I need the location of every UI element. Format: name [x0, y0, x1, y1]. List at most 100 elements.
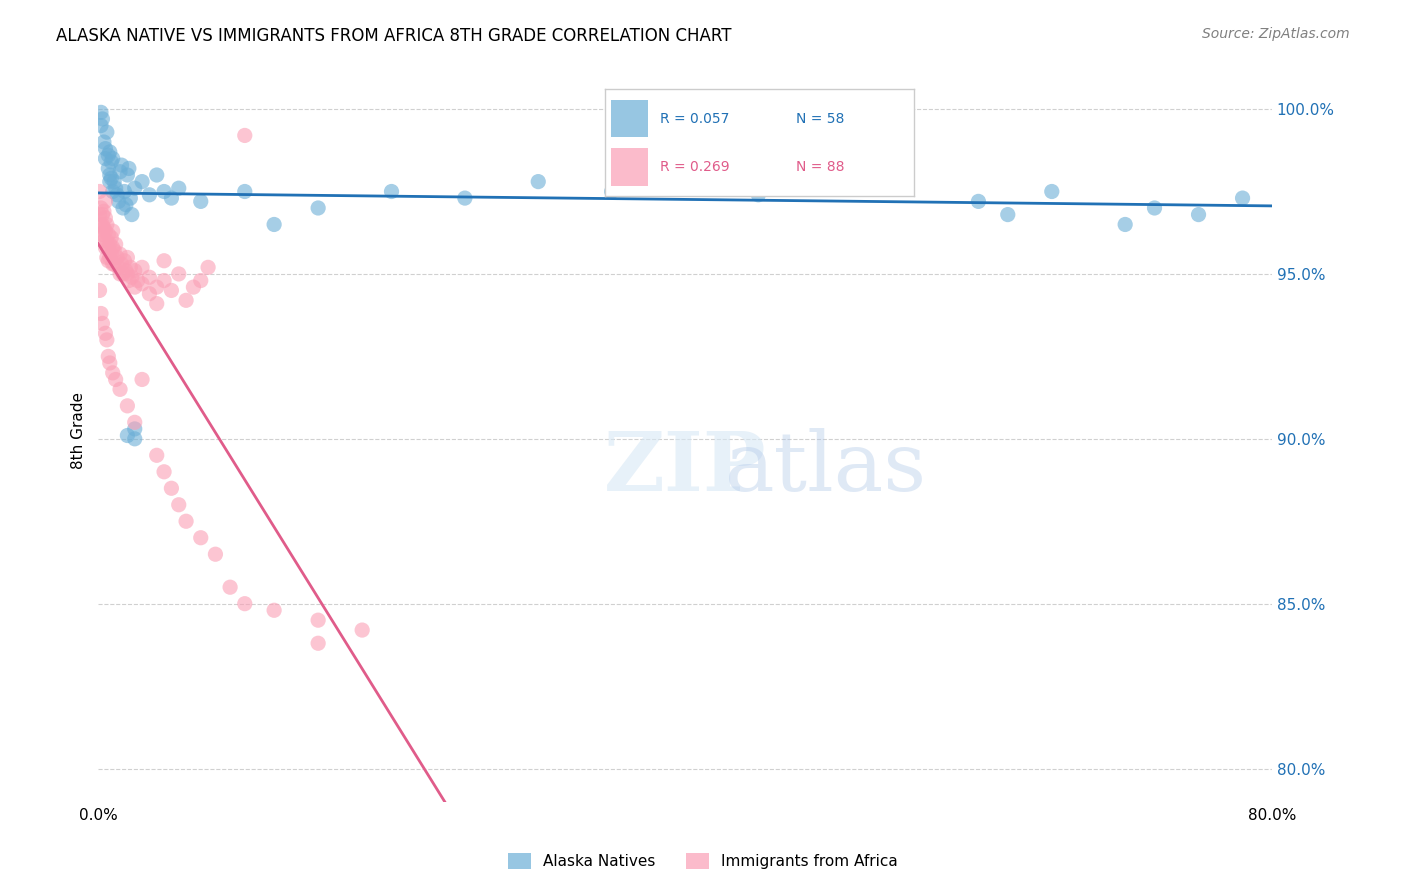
Point: [138, 270, 160, 285]
Point: [124, 415, 146, 429]
Point: [114, 185, 136, 199]
Point: [97, 148, 120, 162]
Point: [110, 257, 132, 271]
Point: [380, 185, 402, 199]
Point: [117, 399, 139, 413]
Point: [98, 251, 121, 265]
Point: [115, 263, 138, 277]
Point: [98, 237, 121, 252]
Point: [233, 185, 256, 199]
Text: ZIP: ZIP: [603, 427, 766, 508]
Point: [120, 260, 142, 275]
Point: [96, 125, 118, 139]
Point: [101, 224, 124, 238]
Point: [183, 280, 205, 294]
Point: [160, 481, 183, 495]
Text: ALASKA NATIVE VS IMMIGRANTS FROM AFRICA 8TH GRADE CORRELATION CHART: ALASKA NATIVE VS IMMIGRANTS FROM AFRICA …: [56, 27, 731, 45]
Point: [94, 194, 117, 209]
Point: [118, 273, 141, 287]
Point: [153, 273, 176, 287]
Point: [89, 284, 111, 298]
Point: [127, 273, 149, 287]
Point: [105, 251, 128, 265]
Point: [600, 185, 623, 199]
Point: [138, 286, 160, 301]
Point: [93, 234, 115, 248]
Point: [108, 247, 131, 261]
Point: [91, 227, 114, 242]
Point: [97, 227, 120, 242]
Point: [98, 356, 121, 370]
Point: [103, 257, 125, 271]
Bar: [610, 100, 648, 137]
Legend: Alaska Natives, Immigrants from Africa: Alaska Natives, Immigrants from Africa: [502, 847, 904, 875]
Point: [197, 260, 219, 275]
Point: [121, 208, 143, 222]
Point: [145, 168, 167, 182]
Point: [104, 181, 127, 195]
Point: [91, 317, 114, 331]
Point: [204, 547, 226, 561]
Point: [124, 432, 146, 446]
Point: [153, 253, 176, 268]
Point: [233, 597, 256, 611]
Point: [108, 382, 131, 396]
Point: [131, 260, 153, 275]
Point: [105, 187, 128, 202]
Point: [96, 251, 118, 265]
Point: [174, 293, 197, 308]
Text: R = 0.057: R = 0.057: [661, 112, 730, 126]
Point: [124, 181, 146, 195]
Point: [145, 280, 167, 294]
Point: [89, 185, 111, 199]
Point: [96, 218, 118, 232]
Point: [98, 175, 121, 189]
Point: [90, 201, 112, 215]
Point: [100, 230, 122, 244]
Point: [117, 428, 139, 442]
Point: [111, 201, 134, 215]
Point: [100, 154, 122, 169]
Point: [90, 105, 112, 120]
Point: [307, 636, 329, 650]
Point: [307, 201, 329, 215]
Point: [1143, 201, 1166, 215]
Point: [307, 613, 329, 627]
Y-axis label: 8th Grade: 8th Grade: [72, 392, 86, 469]
Point: [90, 218, 112, 232]
Point: [91, 218, 114, 232]
Point: [104, 372, 127, 386]
Point: [107, 260, 129, 275]
Point: [108, 165, 131, 179]
Point: [1040, 185, 1063, 199]
Point: [100, 247, 122, 261]
Point: [115, 197, 138, 211]
Point: [94, 211, 117, 225]
Point: [91, 208, 114, 222]
Point: [104, 237, 127, 252]
Point: [167, 267, 190, 281]
Point: [124, 280, 146, 294]
Point: [174, 514, 197, 528]
Point: [167, 181, 190, 195]
Point: [153, 465, 176, 479]
Point: [131, 372, 153, 386]
Point: [145, 296, 167, 310]
Point: [90, 227, 112, 242]
Point: [101, 257, 124, 271]
Point: [101, 185, 124, 199]
Point: [190, 273, 212, 287]
Point: [160, 191, 183, 205]
Point: [101, 152, 124, 166]
Point: [131, 277, 153, 291]
Point: [454, 191, 477, 205]
Text: R = 0.269: R = 0.269: [661, 161, 730, 174]
Point: [263, 603, 285, 617]
Point: [96, 333, 118, 347]
Point: [117, 267, 139, 281]
Point: [114, 253, 136, 268]
Point: [93, 220, 115, 235]
Point: [100, 171, 122, 186]
Point: [94, 142, 117, 156]
Point: [117, 168, 139, 182]
